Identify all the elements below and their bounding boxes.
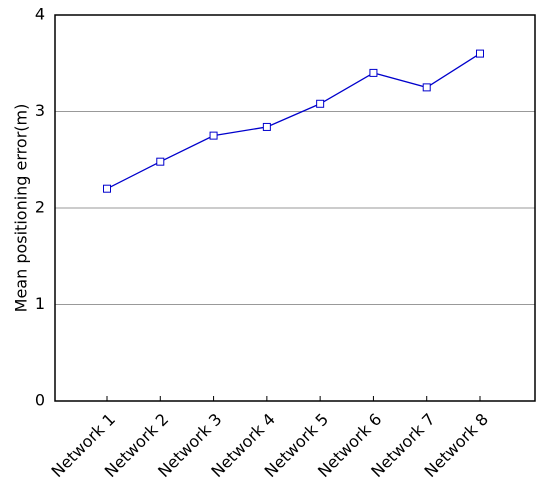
y-axis-label: Mean positioning error(m): [12, 104, 31, 313]
y-tick-label: 0: [35, 391, 45, 410]
y-tick-label: 4: [35, 5, 45, 24]
point-marker: [103, 184, 111, 193]
point-marker: [316, 99, 325, 108]
point-marker: [209, 131, 218, 140]
y-tick-label: 1: [35, 294, 45, 313]
point-marker: [262, 122, 271, 131]
y-tick-label: 2: [35, 198, 45, 217]
point-marker: [422, 83, 431, 92]
point-marker: [369, 68, 378, 77]
point-marker: [156, 157, 165, 166]
y-tick-label: 3: [35, 101, 45, 120]
series-line: [106, 53, 481, 190]
point-marker: [476, 49, 484, 58]
plot-frame: [54, 14, 536, 402]
